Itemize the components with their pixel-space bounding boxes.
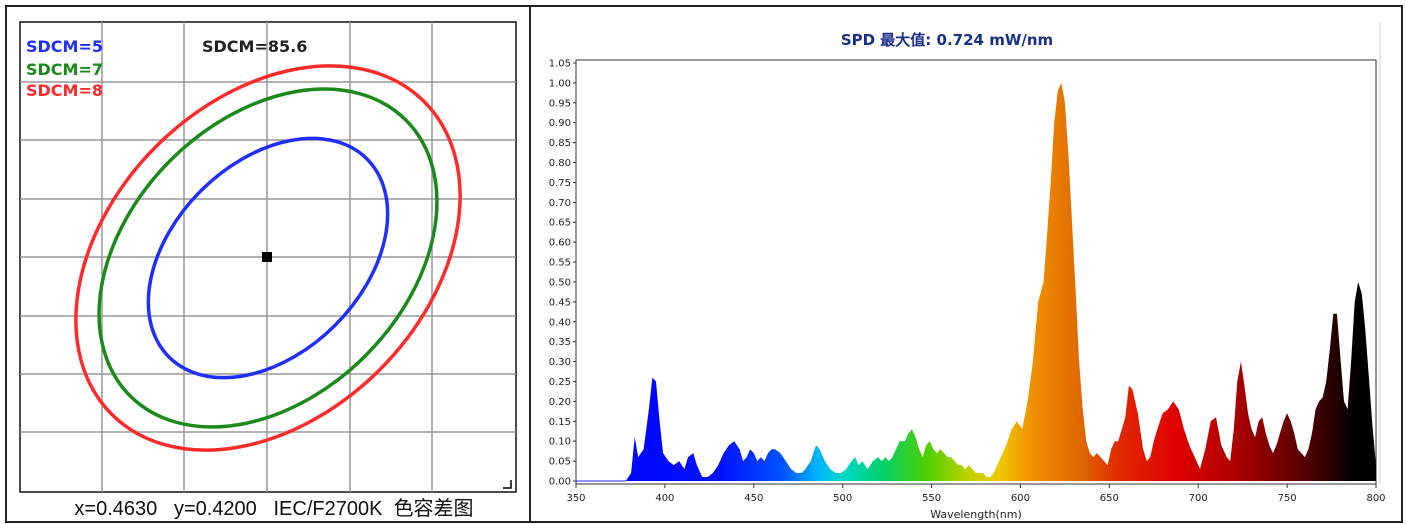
sdcm-ellipses <box>74 64 462 452</box>
sdcm-corner-mark <box>503 480 512 489</box>
spd-chart: SPD 最大值: 0.724 mW/nm <box>549 22 1386 521</box>
caption-standard: IEC/F2700K <box>273 498 383 520</box>
sdcm-caption: x=0.4630 y=0.4200 IEC/F2700K 色容差图 <box>20 496 528 522</box>
spd-y-tick-label-13: 0.65 <box>549 218 571 229</box>
spd-y-tick-label-18: 0.90 <box>549 118 571 129</box>
spd-y-axis: 0.00 0.05 0.10 0.15 0.20 0.25 0.30 0.35 0.40 0.45… <box>549 59 576 488</box>
caption-name: 色容差图 <box>393 498 474 520</box>
spd-y-tick-label-20: 1.00 <box>549 78 571 89</box>
sdcm-legend-7: SDCM=7 <box>26 60 103 79</box>
spd-x-tick-label-7: 700 <box>1189 493 1208 504</box>
spd-y-tick-label-3: 0.15 <box>549 417 571 428</box>
spd-y-tick-label-9: 0.45 <box>549 297 571 308</box>
spd-title: SPD 最大值: 0.724 mW/nm <box>841 31 1053 49</box>
spd-series <box>576 82 1376 482</box>
spd-y-tick-label-4: 0.20 <box>549 397 571 408</box>
spd-y-tick-label-1: 0.05 <box>549 457 571 468</box>
spd-x-label: Wavelength(nm) <box>930 508 1022 521</box>
spd-x-tick-label-3: 500 <box>833 493 852 504</box>
spd-y-tick-label-16: 0.80 <box>549 158 571 169</box>
spd-y-tick-label-5: 0.25 <box>549 377 571 388</box>
spd-y-tick-label-12: 0.60 <box>549 238 571 249</box>
spd-x-tick-label-8: 750 <box>1278 493 1297 504</box>
spd-y-tick-label-7: 0.35 <box>549 337 571 348</box>
spd-x-tick-label-0: 350 <box>566 493 585 504</box>
caption-x: x=0.4630 <box>74 498 158 520</box>
spd-y-tick-label-19: 0.95 <box>549 98 571 109</box>
spd-x-tick-label-2: 450 <box>744 493 763 504</box>
spd-y-tick-label-0: 0.00 <box>549 477 571 488</box>
spd-x-axis: 350 400 450 500 550 600 650 700 750 800 <box>566 484 1386 504</box>
sdcm-ellipse-8 <box>74 64 462 452</box>
spd-plot-area <box>575 59 1377 485</box>
sdcm-ellipse-5 <box>146 136 390 380</box>
caption-y: y=0.4200 <box>173 498 257 520</box>
sdcm-legend-5: SDCM=5 <box>26 37 103 56</box>
spd-y-tick-label-15: 0.75 <box>549 178 571 189</box>
sdcm-title: SDCM=85.6 <box>202 37 307 56</box>
spd-y-tick-label-17: 0.85 <box>549 138 571 149</box>
spd-x-tick-label-1: 400 <box>655 493 674 504</box>
sdcm-legend-8: SDCM=8 <box>26 81 103 100</box>
spd-y-tick-label-10: 0.50 <box>549 277 571 288</box>
sdcm-grid <box>20 22 516 492</box>
spd-area <box>576 82 1376 482</box>
spd-y-tick-label-6: 0.30 <box>549 357 571 368</box>
spd-y-tick-label-11: 0.55 <box>549 258 571 269</box>
spd-y-tick-label-21: 1.05 <box>549 59 571 70</box>
spd-x-tick-label-5: 600 <box>1011 493 1030 504</box>
sdcm-chart: SDCM=5 SDCM=7 SDCM=8 SDCM=85.6 <box>19 21 517 493</box>
sdcm-center-point <box>262 252 272 262</box>
spd-x-tick-label-9: 800 <box>1366 493 1385 504</box>
spd-x-tick-label-4: 550 <box>922 493 941 504</box>
spd-y-tick-label-2: 0.10 <box>549 437 571 448</box>
sdcm-ellipse-7 <box>97 87 439 429</box>
spd-x-tick-label-6: 650 <box>1100 493 1119 504</box>
spd-y-tick-label-8: 0.40 <box>549 317 571 328</box>
spd-y-tick-label-14: 0.70 <box>549 198 571 209</box>
